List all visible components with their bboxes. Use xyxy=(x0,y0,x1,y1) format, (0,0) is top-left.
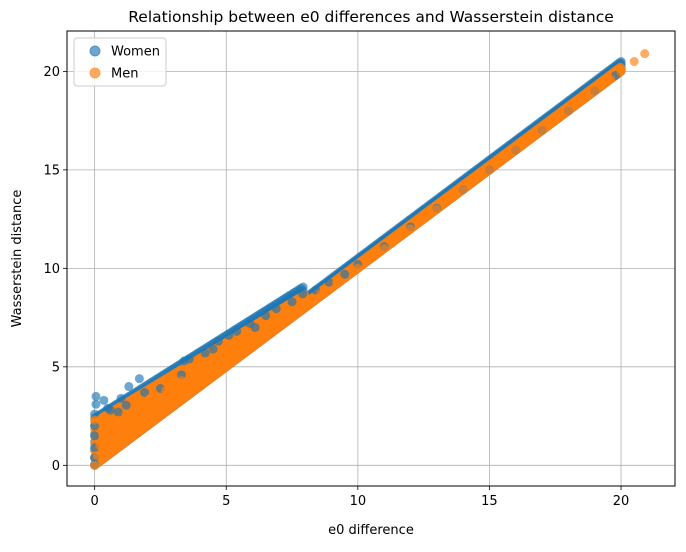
women-data-point xyxy=(287,297,297,307)
y-tick-label: 0 xyxy=(52,459,60,474)
x-tick-label: 5 xyxy=(222,494,230,509)
men-data-point xyxy=(176,376,186,386)
women-data-point xyxy=(90,431,100,441)
men-data-point xyxy=(92,450,102,460)
men-data-point xyxy=(537,125,547,135)
x-tick-label: 20 xyxy=(613,494,630,509)
men-data-point xyxy=(221,354,231,364)
women-data-point xyxy=(208,344,218,354)
legend-label-women: Women xyxy=(111,45,160,60)
men-data-point xyxy=(90,415,100,425)
data-layer xyxy=(90,49,650,470)
men-data-point xyxy=(405,224,415,234)
y-tick-label: 5 xyxy=(52,360,60,375)
x-tick-label: 0 xyxy=(90,494,98,509)
x-tick-label: 15 xyxy=(481,494,498,509)
x-tick-label: 10 xyxy=(350,494,367,509)
legend-marker-men xyxy=(89,67,101,79)
women-data-point xyxy=(224,330,234,340)
men-data-point xyxy=(629,57,639,67)
men-data-point xyxy=(379,244,389,254)
men-data-point xyxy=(616,66,626,76)
men-data-point xyxy=(269,324,279,334)
women-data-point xyxy=(261,311,271,321)
men-data-point xyxy=(145,393,155,403)
men-data-point xyxy=(353,263,363,273)
women-data-point xyxy=(232,326,242,336)
men-data-point xyxy=(237,344,247,354)
men-data-point xyxy=(640,49,650,59)
men-data-point xyxy=(287,311,297,321)
women-data-point xyxy=(340,269,350,279)
men-data-point xyxy=(95,441,105,451)
women-data-point xyxy=(213,336,223,346)
men-data-point xyxy=(90,460,100,470)
men-data-point xyxy=(161,385,171,395)
legend-marker-women xyxy=(89,45,101,57)
men-data-point xyxy=(432,204,442,214)
y-tick-label: 15 xyxy=(43,163,60,178)
y-tick-label: 20 xyxy=(43,65,60,80)
y-tick-label: 10 xyxy=(43,262,60,277)
women-data-point xyxy=(99,395,109,405)
women-data-point xyxy=(271,304,281,314)
men-data-point xyxy=(332,277,342,287)
men-data-point xyxy=(511,145,521,155)
women-data-point xyxy=(124,382,134,392)
chart-title: Relationship between e0 differences and … xyxy=(128,8,614,26)
women-data-point xyxy=(250,322,260,332)
men-data-point xyxy=(253,334,263,344)
legend-label-men: Men xyxy=(111,67,138,82)
men-data-point xyxy=(98,429,108,439)
women-data-point xyxy=(116,393,126,403)
men-data-point xyxy=(121,409,131,419)
men-data-point xyxy=(484,165,494,175)
women-data-point xyxy=(140,387,150,397)
women-data-point xyxy=(298,289,308,299)
men-data-point xyxy=(190,368,200,378)
legend: Women Men xyxy=(73,37,167,87)
men-data-point xyxy=(205,360,215,370)
women-band-point xyxy=(298,282,308,292)
women-data-point xyxy=(91,399,101,409)
men-data-point xyxy=(316,289,326,299)
men-data-point xyxy=(563,106,573,116)
y-axis-label: Wasserstein distance xyxy=(10,190,25,328)
men-data-point xyxy=(606,74,616,84)
men-data-point xyxy=(590,86,600,96)
men-data-point xyxy=(300,299,310,309)
women-data-point xyxy=(200,348,210,358)
women-data-point xyxy=(113,407,123,417)
plot-frame xyxy=(66,30,676,487)
x-axis-label: e0 difference xyxy=(328,523,414,538)
men-data-point xyxy=(113,415,123,425)
women-data-point xyxy=(121,400,131,410)
women-data-point xyxy=(134,374,144,384)
women-data-point xyxy=(184,354,194,364)
men-data-point xyxy=(458,185,468,195)
men-data-point xyxy=(132,401,142,411)
tick-layer: 0 5 10 15 20 0 5 10 15 20 xyxy=(43,65,629,509)
women-data-point xyxy=(91,391,101,401)
women-data-point xyxy=(105,405,115,415)
men-data-point xyxy=(103,421,113,431)
women-data-point xyxy=(324,277,334,287)
